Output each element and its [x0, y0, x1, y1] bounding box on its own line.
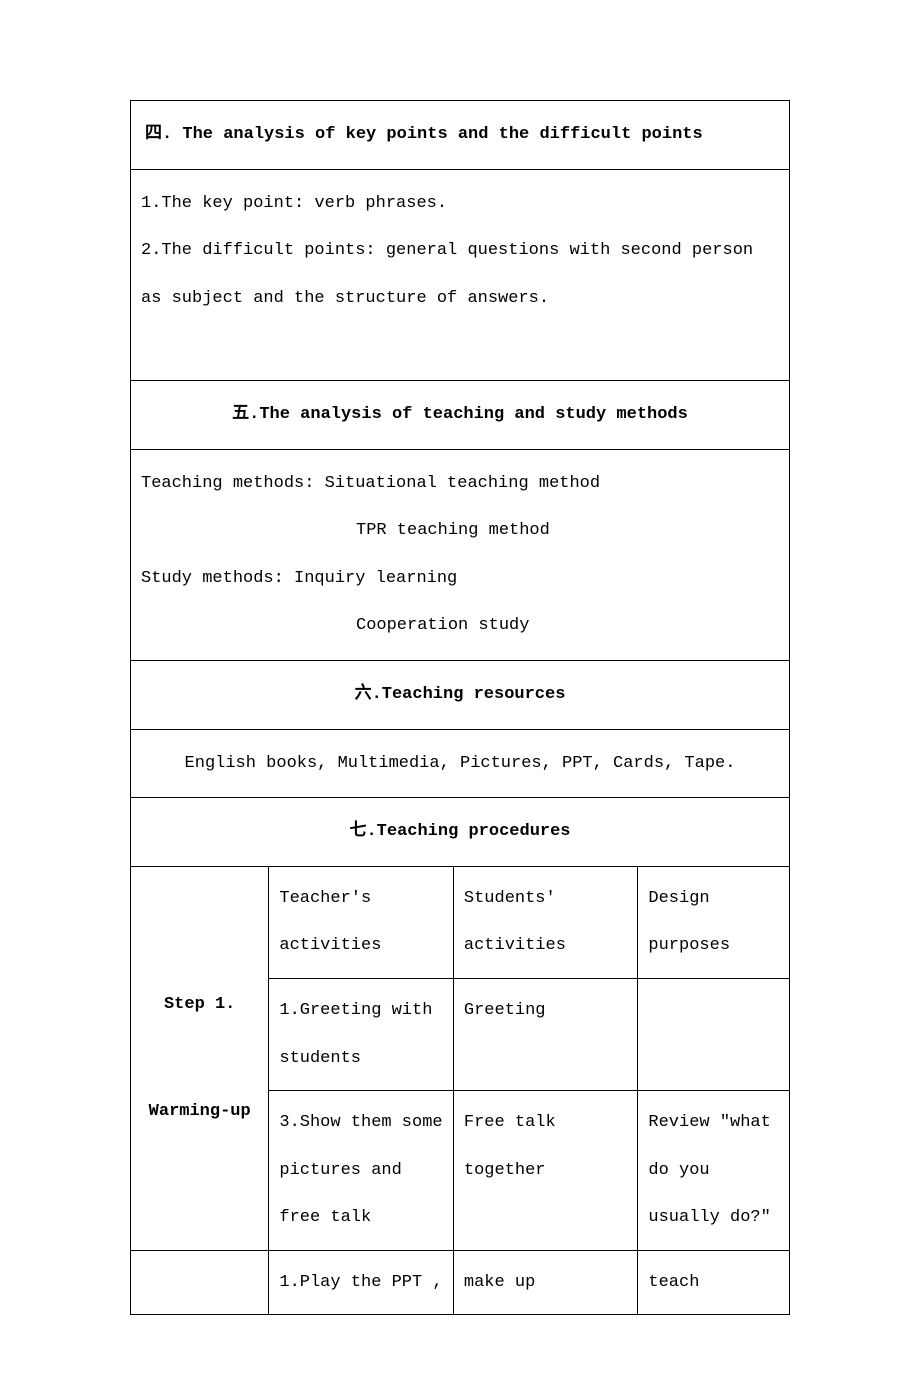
- row-3-teacher: 1.Play the PPT ,: [269, 1250, 454, 1315]
- row-3-students: make up: [453, 1250, 638, 1315]
- header-purpose: Design purposes: [638, 866, 790, 978]
- section-7-header: 七.Teaching procedures: [131, 798, 790, 867]
- section-4-line-1: 1.The key point: verb phrases.: [141, 180, 779, 228]
- teaching-methods-line-2: TPR teaching method: [141, 507, 779, 555]
- section-4-line-2: 2.The difficult points: general question…: [141, 227, 779, 275]
- section-6-table: 六.Teaching resources English books, Mult…: [130, 660, 790, 798]
- section-5-content: Teaching methods: Situational teaching m…: [131, 449, 790, 660]
- section-4-content: 1.The key point: verb phrases. 2.The dif…: [131, 169, 790, 380]
- section-7-table: 七.Teaching procedures Step 1. Warming-up…: [130, 797, 790, 1315]
- section-7-title: 七.Teaching procedures: [349, 822, 570, 841]
- teaching-resources-text: English books, Multimedia, Pictures, PPT…: [185, 754, 736, 773]
- section-5-header: 五.The analysis of teaching and study met…: [131, 380, 790, 449]
- section-4-header: 四. The analysis of key points and the di…: [131, 101, 790, 170]
- header-students: Students' activities: [453, 866, 638, 978]
- step-1-text-1: Step 1.: [141, 981, 258, 1029]
- section-5-title: 五.The analysis of teaching and study met…: [232, 405, 688, 424]
- table-row: 1.Play the PPT , make up teach: [131, 1250, 790, 1315]
- section-4-table: 四. The analysis of key points and the di…: [130, 100, 790, 381]
- step-1-label: Step 1. Warming-up: [131, 866, 269, 1250]
- header-teacher: Teacher's activities: [269, 866, 454, 978]
- step-1-text-2: Warming-up: [141, 1088, 258, 1136]
- row-1-purpose: [638, 978, 790, 1090]
- section-6-content: English books, Multimedia, Pictures, PPT…: [131, 729, 790, 798]
- row-2-teacher: 3.Show them some pictures and free talk: [269, 1091, 454, 1251]
- row-1-teacher: 1.Greeting with students: [269, 978, 454, 1090]
- section-4-line-3: as subject and the structure of answers.: [141, 275, 779, 323]
- section-4-title: 四. The analysis of key points and the di…: [145, 125, 703, 144]
- row-3-purpose: teach: [638, 1250, 790, 1315]
- row-2-students: Free talk together: [453, 1091, 638, 1251]
- section-5-table: 五.The analysis of teaching and study met…: [130, 380, 790, 661]
- row-2-purpose: Review "what do you usually do?": [638, 1091, 790, 1251]
- section-6-header: 六.Teaching resources: [131, 660, 790, 729]
- row-3-step: [131, 1250, 269, 1315]
- study-methods-line-2: Cooperation study: [141, 602, 779, 650]
- section-6-title: 六.Teaching resources: [355, 685, 566, 704]
- row-1-students: Greeting: [453, 978, 638, 1090]
- teaching-methods-line-1: Teaching methods: Situational teaching m…: [141, 460, 779, 508]
- table-header-row: Step 1. Warming-up Teacher's activities …: [131, 866, 790, 978]
- study-methods-line-1: Study methods: Inquiry learning: [141, 555, 779, 603]
